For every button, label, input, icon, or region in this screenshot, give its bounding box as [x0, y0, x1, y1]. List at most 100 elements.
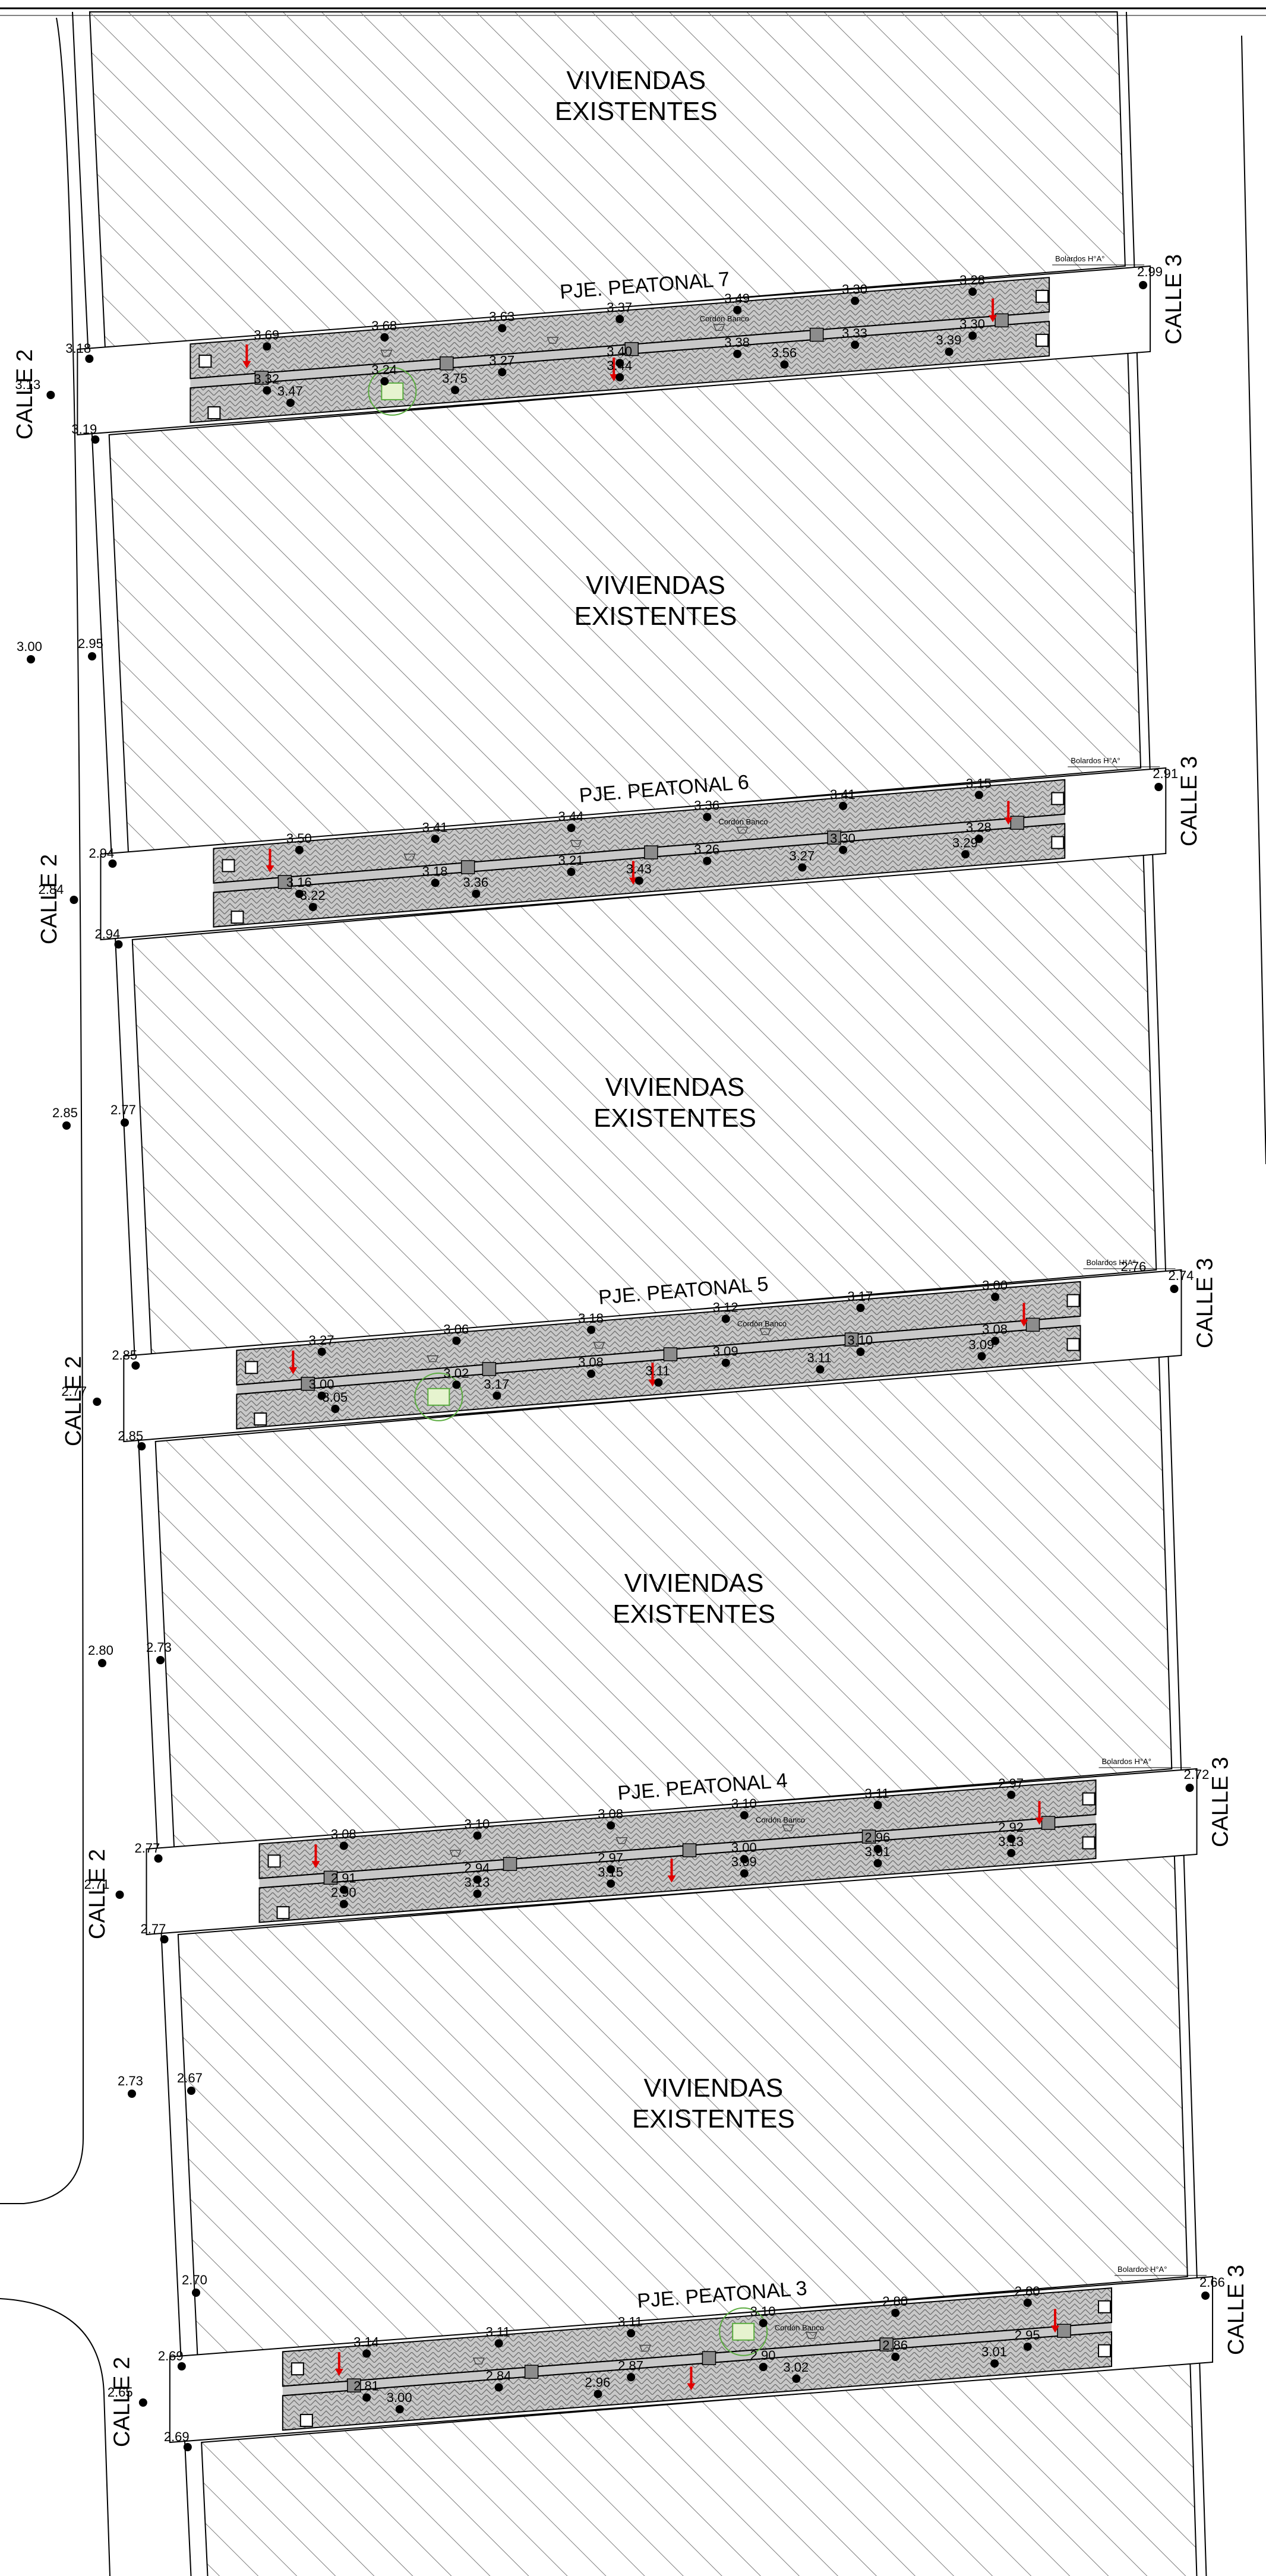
spot-level-dot	[798, 863, 807, 872]
block-label-line2: EXISTENTES	[593, 1104, 756, 1133]
bollard-square	[1035, 289, 1049, 303]
spot-level-dot	[295, 889, 304, 898]
block-label-line1: VIVIENDAS	[624, 1569, 764, 1598]
bollard-square	[245, 1361, 258, 1374]
spot-level-label: 3.22	[300, 888, 326, 903]
bench-rect	[254, 371, 269, 385]
bench-rect	[277, 875, 292, 889]
tree-pit	[427, 1387, 450, 1406]
grate-symbol	[449, 1850, 462, 1857]
street-level-dot	[1185, 1784, 1194, 1792]
calle-3-label: CALLE 3	[1224, 2265, 1249, 2355]
slope-arrow-head	[242, 361, 251, 368]
free-level-label: 3.00	[17, 639, 42, 654]
spot-level-dot	[851, 340, 860, 349]
block-label-line2: EXISTENTES	[632, 2104, 795, 2134]
spot-level-dot	[362, 2349, 371, 2358]
spot-level-dot	[634, 876, 643, 885]
spot-level-dot	[452, 1380, 461, 1389]
grate-symbol	[570, 840, 582, 848]
spot-level-label: 3.08	[982, 1322, 1008, 1337]
street-level-dot	[115, 1891, 124, 1899]
bollard-square	[1082, 1792, 1095, 1806]
bench-rect	[827, 830, 841, 845]
bench-rect	[861, 1829, 876, 1844]
street-level-label: 2.85	[118, 1428, 143, 1443]
street-level-label: 2.77	[141, 1921, 166, 1936]
street-level-dot	[108, 859, 117, 868]
spot-level-dot	[295, 845, 304, 854]
bench-rect	[844, 1332, 859, 1347]
calle-3-label: CALLE 3	[1177, 756, 1202, 846]
spot-level-dot	[1007, 1790, 1016, 1799]
spot-level-dot	[587, 1369, 596, 1378]
block-label-line1: VIVIENDAS	[644, 2074, 784, 2103]
grate-symbol	[547, 337, 559, 344]
spot-level-label: 3.17	[847, 1289, 873, 1304]
spot-level-label: 2.97	[598, 1850, 623, 1865]
spot-level-label: 2.96	[585, 2375, 611, 2390]
bench-rect	[524, 2365, 539, 2379]
grate-symbol	[472, 2357, 485, 2365]
block-label-line2: EXISTENTES	[574, 602, 737, 631]
bench-note: Cordón Banco	[775, 2324, 824, 2332]
spot-level-label: 3.11	[807, 1351, 831, 1366]
street-level-label: 2.66	[1199, 2275, 1225, 2290]
bollard-note: Bolardos H°A°	[1117, 2265, 1167, 2274]
west-sidewalk-edge	[0, 17, 84, 2204]
bollard-square	[276, 1906, 290, 1920]
grate-symbol	[639, 2344, 651, 2352]
spot-level-dot	[339, 1899, 348, 1908]
spot-level-label: 3.69	[254, 327, 279, 342]
spot-level-dot	[362, 2393, 371, 2402]
street-level-label: 2.71	[84, 1877, 110, 1892]
spot-level-label: 3.21	[558, 853, 583, 868]
spot-level-label: 3.32	[254, 371, 279, 386]
free-level-label: 2.73	[118, 2074, 143, 2088]
spot-level-label: 3.18	[578, 1311, 604, 1326]
spot-level-dot	[1023, 2298, 1032, 2307]
spot-level-dot	[607, 1865, 615, 1874]
path-edge	[213, 813, 1065, 884]
free-level-label: 2.95	[78, 636, 103, 651]
spot-level-label: 2.81	[353, 2379, 379, 2394]
street-level-dot	[93, 1398, 102, 1406]
spot-level-label: 3.75	[442, 371, 468, 386]
spot-level-label: 3.44	[607, 358, 632, 373]
calle-3-label: CALLE 3	[1208, 1757, 1233, 1847]
spot-level-label: 3.08	[598, 1806, 623, 1821]
street-level-dot	[1201, 2291, 1210, 2300]
slope-arrow-head	[1035, 1818, 1044, 1825]
spot-level-dot	[494, 2383, 503, 2392]
spot-level-dot	[498, 368, 507, 377]
spot-level-label: 3.36	[694, 798, 719, 813]
street-level-dot	[183, 2443, 192, 2451]
calle-2-label: CALLE 2	[61, 1356, 86, 1446]
spot-level-dot	[974, 835, 983, 843]
street-level-label: 3.18	[65, 341, 91, 356]
bench-rect	[995, 313, 1009, 328]
spot-level-label: 3.02	[443, 1366, 469, 1380]
street-level-dot	[138, 2398, 147, 2407]
spot-level-dot	[431, 835, 440, 843]
path-edge	[282, 2322, 1112, 2387]
street-level-dot	[1139, 281, 1148, 289]
grate-symbol	[403, 854, 416, 861]
east-sidewalk-edge	[1241, 35, 1266, 1165]
spot-level-label: 3.30	[830, 831, 855, 846]
spot-level-label: 3.27	[789, 848, 814, 863]
street-level-label: 2.76	[1121, 1259, 1147, 1274]
spot-level-label: 3.15	[598, 1864, 623, 1879]
spot-level-dot	[395, 2405, 404, 2414]
spot-level-dot	[627, 2329, 636, 2338]
spot-level-dot	[627, 2373, 636, 2382]
spot-level-label: 3.08	[578, 1355, 604, 1370]
bollard-square	[1051, 836, 1065, 849]
spot-level-label: 2.86	[882, 2338, 908, 2353]
spot-level-label: 2.90	[750, 2348, 776, 2363]
path-edge	[190, 321, 1050, 389]
grate-symbol	[593, 1342, 605, 1349]
street-level-label: 2.84	[38, 882, 64, 897]
